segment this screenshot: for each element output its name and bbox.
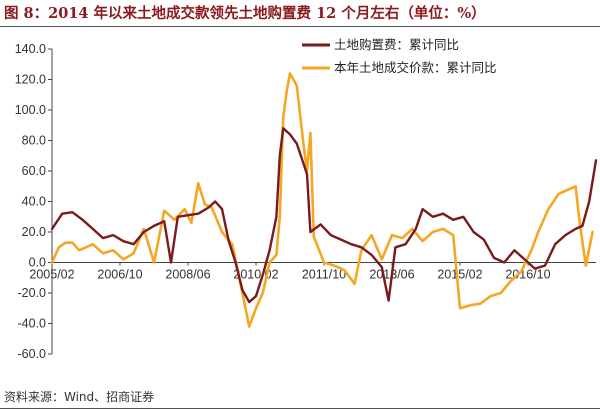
title-divider <box>0 26 600 27</box>
legend-label: 土地购置费：累计同比 <box>334 37 459 52</box>
x-tick-label: 2011/10 <box>302 268 346 282</box>
axes-layer: 140.0 120.0 100.0 80.0 60.0 40.0 20.0 0.0 -20.0 -… <box>15 42 596 361</box>
y-tick-label: -20.0 <box>18 286 47 300</box>
line-chart: 140.0 120.0 100.0 80.0 60.0 40.0 20.0 0.0 -20.0 -… <box>15 37 598 361</box>
chart-title: 图 8：2014 年以来土地成交款领先土地购置费 12 个月左右（单位：%） <box>4 5 486 22</box>
series-line-land-transaction <box>50 72 594 328</box>
y-tick-label: -60.0 <box>18 347 47 361</box>
series-layer <box>50 72 598 328</box>
y-tick-label: 0.0 <box>29 256 46 270</box>
x-tick-label: 2016/10 <box>505 268 550 282</box>
y-tick-label: 140.0 <box>15 42 46 56</box>
series-line-land-purchase <box>50 127 598 304</box>
x-tick-label: 2005/02 <box>29 268 74 282</box>
x-tick-label: 2008/06 <box>165 268 210 282</box>
y-tick-label: 40.0 <box>22 195 46 209</box>
legend-label: 本年土地成交价款：累计同比 <box>334 60 497 75</box>
y-tick-label: 120.0 <box>15 73 46 87</box>
x-tick-label: 2006/10 <box>97 268 142 282</box>
y-tick-label: 80.0 <box>22 134 46 148</box>
y-tick-label: 100.0 <box>15 103 46 117</box>
x-tick-label: 2015/02 <box>437 268 482 282</box>
source-note: 资料来源：Wind、招商证券 <box>4 390 155 404</box>
bottom-divider <box>0 408 600 409</box>
y-tick-label: 60.0 <box>22 164 46 178</box>
y-tick-label: -40.0 <box>18 317 47 331</box>
y-tick-label: 20.0 <box>22 225 46 239</box>
